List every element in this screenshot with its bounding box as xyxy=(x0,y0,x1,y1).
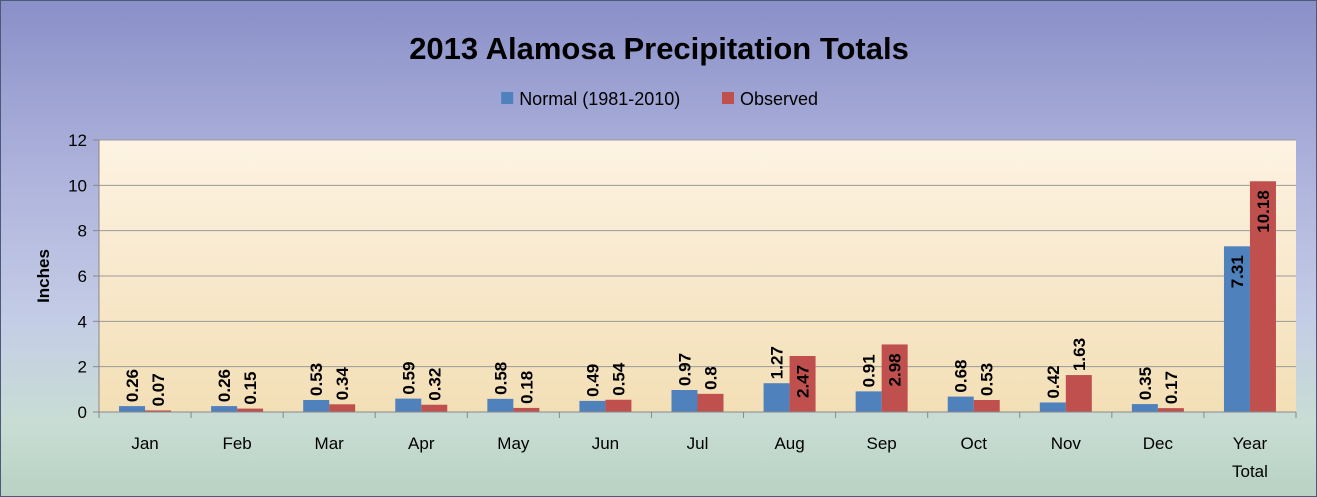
data-label-normal: 0.26 xyxy=(123,369,142,402)
x-tick-label: Year xyxy=(1233,434,1268,453)
x-tick-label: Mar xyxy=(315,434,345,453)
bar-observed xyxy=(513,407,540,412)
data-label-observed: 1.63 xyxy=(1070,338,1089,371)
bar-normal xyxy=(1131,404,1158,412)
bar-observed xyxy=(145,410,172,412)
bar-observed xyxy=(605,399,632,412)
bar-observed xyxy=(237,408,264,412)
bar-normal xyxy=(763,383,790,412)
data-labels: 0.26 0.07 0.26 0.15 0.53 0.34 0.59 0.32 0.58 0.18… xyxy=(123,190,1273,406)
data-label-normal: 0.59 xyxy=(399,362,418,395)
y-axis-title: Inches xyxy=(34,249,53,303)
bar-observed xyxy=(789,356,816,412)
data-label-observed: 0.32 xyxy=(425,368,444,401)
data-label-normal: 0.53 xyxy=(307,363,326,396)
legend-label-normal: Normal (1981-2010) xyxy=(519,89,680,109)
legend-label-observed: Observed xyxy=(740,89,818,109)
x-tick-label: Aug xyxy=(774,434,804,453)
bar-normal xyxy=(211,406,238,412)
data-label-normal: 0.97 xyxy=(676,353,695,386)
chart-title: 2013 Alamosa Precipitation Totals xyxy=(409,31,909,66)
y-tick-label: 0 xyxy=(78,403,87,422)
data-label-normal: 0.58 xyxy=(491,362,510,395)
data-label-observed: 2.98 xyxy=(886,353,905,386)
bar-normal xyxy=(947,396,974,412)
gridlines xyxy=(99,139,1296,368)
bar-observed xyxy=(329,404,356,412)
data-label-observed: 0.54 xyxy=(609,362,628,396)
bar-observed xyxy=(1249,181,1276,412)
bar-normal xyxy=(579,400,606,412)
data-label-normal: 1.27 xyxy=(768,346,787,379)
data-label-observed: 2.47 xyxy=(794,365,813,398)
y-axis-ticks: 0 2 4 6 8 10 12 xyxy=(68,131,99,422)
x-tick-label: Nov xyxy=(1051,434,1082,453)
x-tick-label: Sep xyxy=(867,434,897,453)
legend-swatch-observed xyxy=(722,92,734,104)
bar-normal xyxy=(487,398,514,412)
x-tick-label: Apr xyxy=(408,434,435,453)
x-tick-label: Jul xyxy=(687,434,709,453)
bar-observed xyxy=(1157,408,1184,412)
y-tick-label: 2 xyxy=(78,358,87,377)
data-label-observed: 0.17 xyxy=(1162,371,1181,404)
data-label-observed: 0.15 xyxy=(241,372,260,405)
x-axis-ticks: Jan Feb Mar Apr May Jun Jul Aug Sep Oct Nov Dec Year… xyxy=(98,412,1297,481)
data-label-observed: 10.18 xyxy=(1254,190,1273,233)
bar-normal xyxy=(395,398,422,412)
bar-normal xyxy=(1223,246,1250,412)
x-tick-label: Jun xyxy=(592,434,619,453)
x-tick-label: Feb xyxy=(222,434,251,453)
data-label-normal: 0.91 xyxy=(860,354,879,387)
x-tick-label: Dec xyxy=(1143,434,1174,453)
x-tick-label: Jan xyxy=(131,434,158,453)
legend: Normal (1981-2010) Observed xyxy=(501,89,818,109)
data-label-observed: 0.53 xyxy=(978,363,997,396)
data-label-normal: 0.26 xyxy=(215,369,234,402)
data-label-normal: 0.35 xyxy=(1136,367,1155,400)
legend-swatch-normal xyxy=(501,92,514,104)
bar-observed xyxy=(881,344,908,412)
data-label-observed: 0.34 xyxy=(333,367,352,401)
data-label-normal: 0.49 xyxy=(583,364,602,397)
x-tick-label: Total xyxy=(1232,462,1268,481)
bar-observed xyxy=(697,393,724,412)
data-label-normal: 0.68 xyxy=(952,359,971,392)
bar-normal xyxy=(671,390,698,412)
bar-normal xyxy=(1039,402,1066,412)
x-tick-label: May xyxy=(497,434,530,453)
y-tick-label: 8 xyxy=(78,222,87,241)
bar-observed xyxy=(1065,375,1092,412)
y-tick-label: 6 xyxy=(78,267,87,286)
data-label-observed: 0.18 xyxy=(517,371,536,404)
bars xyxy=(119,181,1276,412)
data-label-normal: 0.42 xyxy=(1044,365,1063,398)
data-label-normal: 7.31 xyxy=(1228,255,1247,288)
data-label-observed: 0.8 xyxy=(702,366,721,390)
data-label-observed: 0.07 xyxy=(149,373,168,406)
y-tick-label: 4 xyxy=(78,312,87,331)
x-tick-label: Oct xyxy=(961,434,988,453)
y-tick-label: 10 xyxy=(68,176,87,195)
bar-normal xyxy=(303,399,330,412)
bar-observed xyxy=(421,404,448,412)
bar-normal xyxy=(855,391,882,412)
y-tick-label: 12 xyxy=(68,131,87,150)
bar-normal xyxy=(119,406,146,412)
bar-observed xyxy=(973,399,1000,412)
